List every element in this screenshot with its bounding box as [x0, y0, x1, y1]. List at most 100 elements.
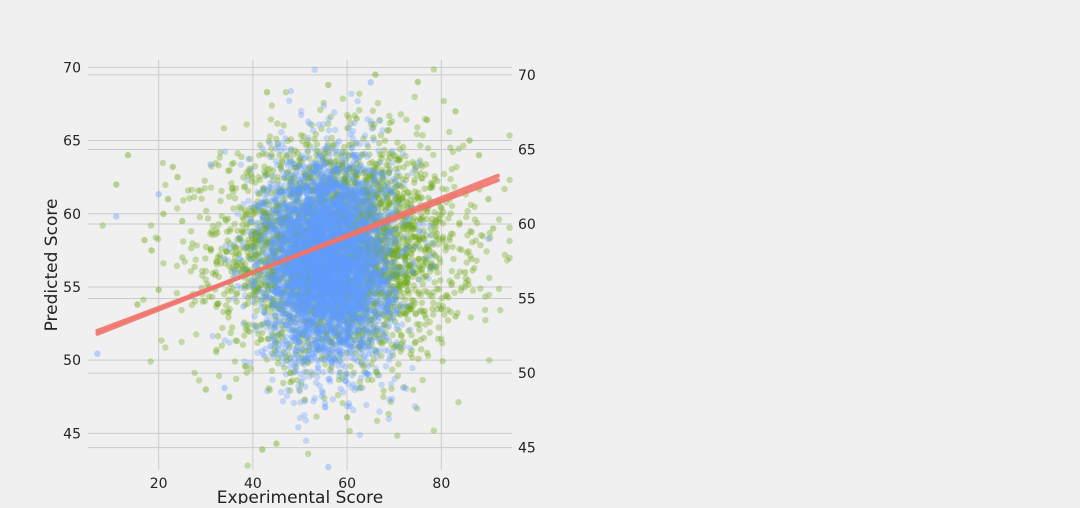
- data-point: [432, 176, 438, 182]
- data-point: [244, 177, 250, 183]
- data-point: [405, 226, 411, 232]
- data-point: [451, 290, 457, 296]
- data-point: [431, 427, 437, 433]
- data-point: [423, 161, 429, 167]
- data-point: [463, 214, 469, 220]
- data-point: [202, 185, 208, 191]
- data-point: [245, 156, 251, 162]
- data-point: [191, 264, 197, 270]
- data-point: [389, 332, 395, 338]
- data-point: [478, 232, 484, 238]
- data-point: [321, 103, 327, 109]
- data-point: [423, 240, 429, 246]
- data-point: [416, 327, 422, 333]
- data-point: [148, 247, 154, 253]
- data-point: [445, 317, 451, 323]
- data-point: [417, 195, 423, 201]
- data-point: [444, 244, 450, 250]
- data-point: [264, 89, 270, 95]
- data-point: [483, 248, 489, 254]
- data-point: [409, 297, 415, 303]
- data-point: [441, 171, 447, 177]
- data-point: [241, 332, 247, 338]
- data-point: [232, 195, 238, 201]
- data-point: [217, 198, 223, 204]
- data-point: [467, 228, 473, 234]
- data-point: [455, 399, 461, 405]
- data-point: [418, 346, 424, 352]
- data-point: [412, 339, 418, 345]
- data-point: [213, 226, 219, 232]
- data-point: [160, 160, 166, 166]
- data-point: [411, 282, 417, 288]
- data-point: [218, 260, 224, 266]
- data-point: [148, 222, 154, 228]
- data-point: [356, 91, 362, 97]
- data-point: [267, 140, 273, 146]
- data-point: [225, 308, 231, 314]
- data-point: [234, 228, 240, 234]
- data-point: [417, 142, 423, 148]
- data-point: [209, 294, 215, 300]
- data-point: [179, 218, 185, 224]
- data-point: [506, 225, 512, 231]
- data-point: [397, 284, 403, 290]
- data-point: [436, 324, 442, 330]
- data-point: [208, 248, 214, 254]
- data-point: [447, 234, 453, 240]
- data-point: [430, 311, 436, 317]
- data-point: [188, 228, 194, 234]
- data-point: [340, 96, 346, 102]
- data-point: [330, 396, 336, 402]
- data-point: [458, 247, 464, 253]
- data-point: [464, 208, 470, 214]
- data-point: [215, 333, 221, 339]
- data-point: [420, 261, 426, 267]
- data-point: [160, 260, 166, 266]
- data-point: [264, 166, 270, 172]
- data-point: [305, 135, 311, 141]
- data-point: [243, 121, 249, 127]
- data-point: [268, 116, 274, 122]
- data-point: [174, 205, 180, 211]
- data-point: [200, 298, 206, 304]
- data-point: [189, 240, 195, 246]
- data-point: [313, 413, 319, 419]
- data-point: [325, 82, 331, 88]
- data-point: [424, 117, 430, 123]
- data-point: [486, 275, 492, 281]
- data-point: [251, 322, 257, 328]
- data-point: [232, 358, 238, 364]
- data-point: [348, 91, 354, 97]
- data-point: [415, 356, 421, 362]
- data-point: [350, 175, 356, 181]
- data-point: [430, 300, 436, 306]
- data-point: [467, 253, 473, 259]
- data-point: [224, 229, 230, 235]
- data-point: [202, 178, 208, 184]
- data-point: [347, 363, 353, 369]
- data-point: [343, 173, 349, 179]
- data-point: [455, 146, 461, 152]
- data-point: [506, 238, 512, 244]
- data-point: [174, 174, 180, 180]
- data-point: [437, 277, 443, 283]
- data-point: [468, 314, 474, 320]
- data-point: [324, 135, 330, 141]
- data-point: [408, 332, 414, 338]
- data-point: [486, 357, 492, 363]
- data-point: [430, 240, 436, 246]
- data-point: [221, 125, 227, 131]
- data-point: [450, 256, 456, 262]
- data-point: [247, 360, 253, 366]
- data-point: [162, 182, 168, 188]
- data-point: [445, 294, 451, 300]
- data-point: [395, 361, 401, 367]
- data-point: [279, 361, 285, 367]
- data-point: [447, 309, 453, 315]
- data-point: [273, 440, 279, 446]
- data-point: [438, 204, 444, 210]
- data-point: [465, 277, 471, 283]
- data-point: [140, 297, 146, 303]
- data-point: [203, 208, 209, 214]
